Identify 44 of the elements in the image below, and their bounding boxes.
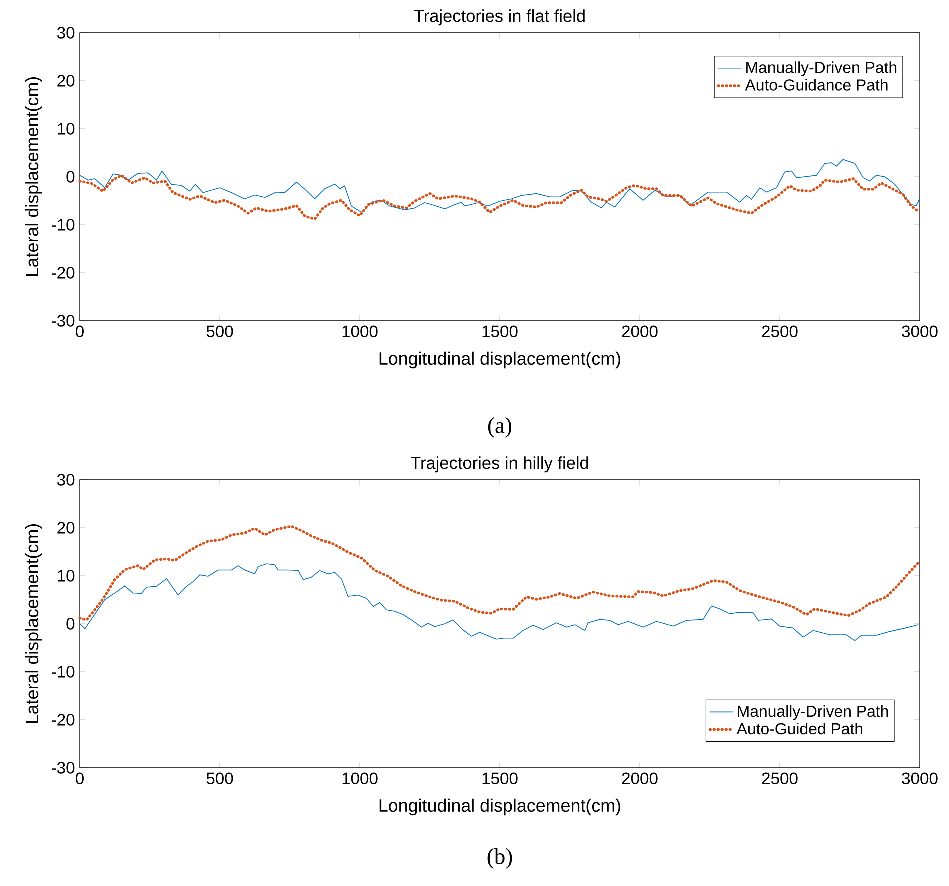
legend-label: Manually-Driven Path (746, 62, 897, 76)
y-tick-label: 30 (57, 474, 75, 486)
x-axis-title: Longitudinal displacement(cm) (380, 798, 620, 816)
chart-title: Trajectories in flat field (414, 10, 585, 26)
text: (a) (488, 417, 512, 438)
y-tick-label: 20 (58, 75, 75, 87)
y-tick-label: -10 (52, 666, 75, 678)
x-tick-label: 1000 (342, 772, 378, 784)
y-tick-label: 10 (58, 570, 75, 582)
x-tick-label: 1000 (342, 326, 378, 338)
legend-label: Auto-Guided Path (736, 722, 863, 735)
y-axis-title: Lateral displacement(cm) (25, 78, 42, 276)
x-tick-label: 3000 (902, 772, 938, 784)
y-tick-label: 20 (58, 522, 75, 534)
line-series (78, 174, 920, 221)
line-series (78, 525, 920, 622)
x-tick-label: 2500 (762, 326, 798, 338)
x-tick-label: 1500 (482, 772, 518, 784)
y-tick-label: -10 (52, 219, 75, 231)
x-tick-label: 1500 (482, 326, 518, 338)
y-tick-label: 10 (58, 123, 75, 135)
line-series (80, 564, 919, 642)
legend-label: Auto-Guidance Path (745, 79, 888, 91)
x-tick-label: 0 (76, 772, 84, 784)
y-tick-label: 0 (66, 171, 75, 183)
x-tick-label: 2000 (622, 326, 658, 338)
y-tick-label: 0 (66, 618, 75, 630)
x-tick-label: 3000 (902, 326, 938, 338)
x-tick-label: 500 (206, 772, 234, 784)
x-tick-label: 500 (206, 326, 234, 338)
x-tick-label: 2500 (762, 772, 798, 784)
text: (b) (488, 848, 512, 869)
y-tick-label: -20 (52, 714, 75, 726)
y-tick-label: 30 (57, 27, 75, 39)
chart-title: Trajectories in hilly field (410, 456, 588, 473)
y-tick-label: -30 (52, 762, 75, 774)
y-tick-label: -20 (52, 267, 75, 279)
x-tick-label: 0 (76, 326, 84, 338)
legend-label: Manually-Driven Path (738, 705, 888, 720)
x-tick-label: 2000 (622, 772, 658, 784)
y-tick-label: -30 (52, 315, 75, 327)
x-axis-title: Longitudinal displacement(cm) (380, 352, 620, 369)
y-axis-title: Lateral displacement(cm) (25, 524, 42, 724)
line-series (80, 159, 920, 213)
